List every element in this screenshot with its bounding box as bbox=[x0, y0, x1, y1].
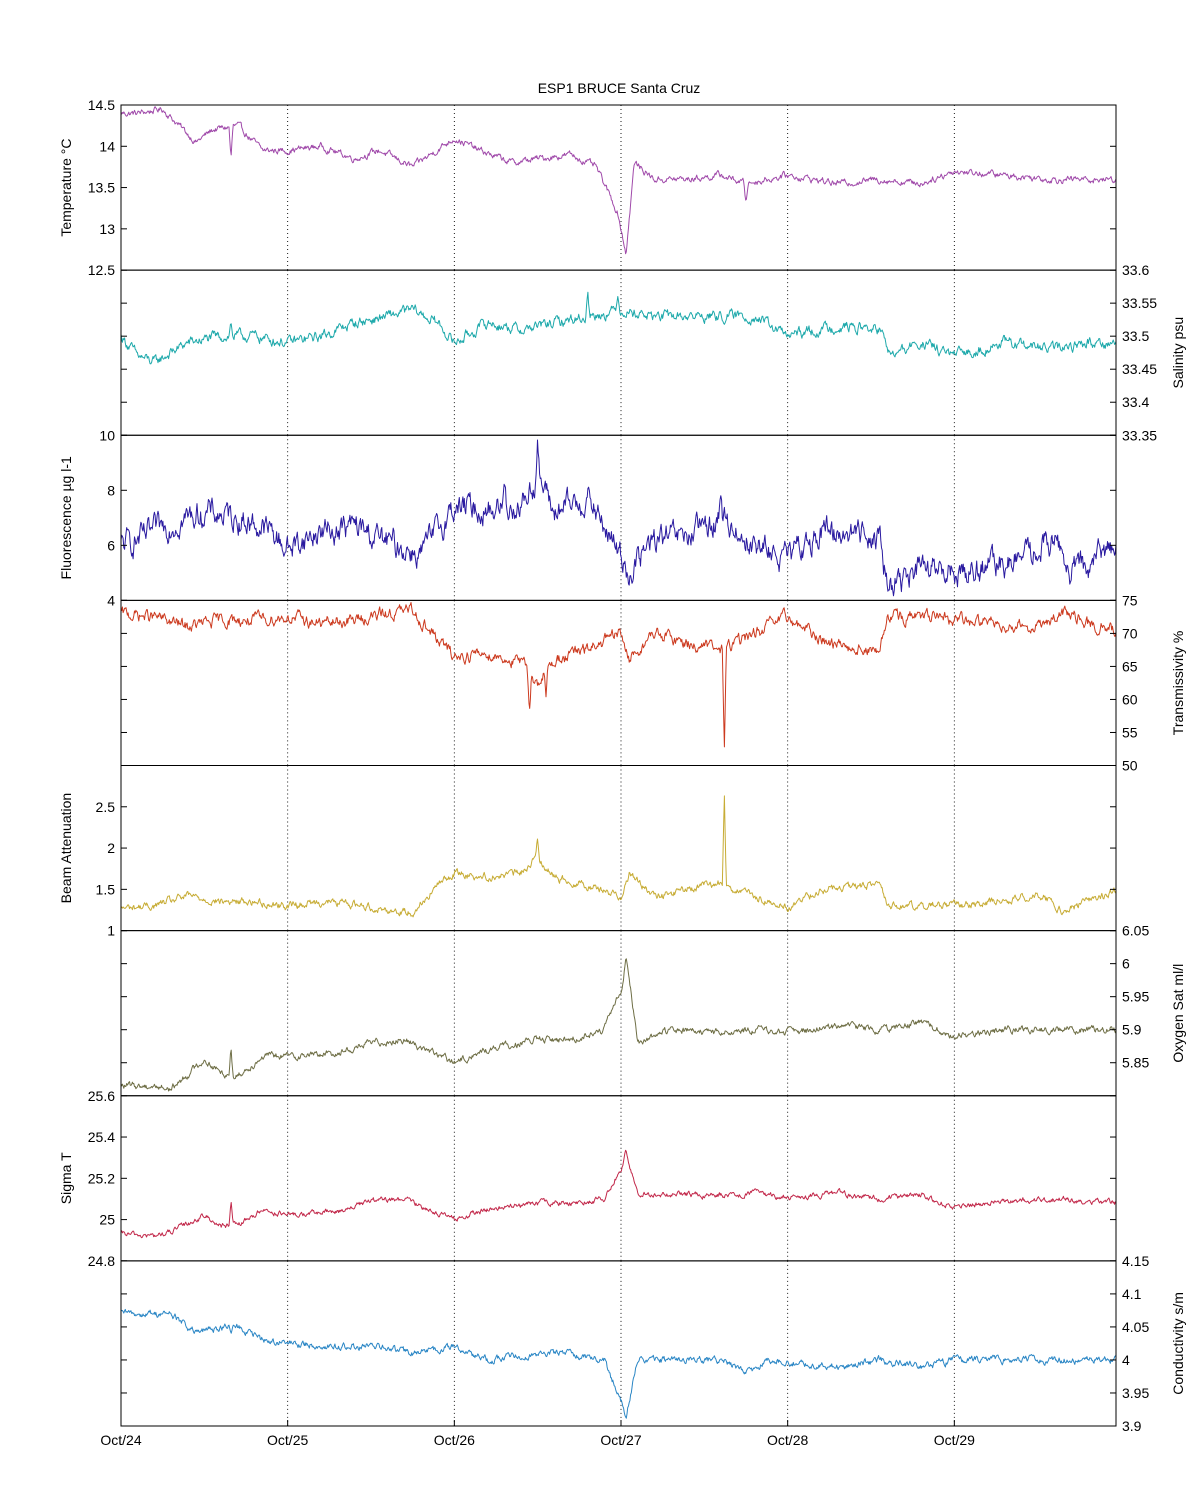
x-tick-label: Oct/29 bbox=[934, 1432, 975, 1448]
panel-fluorescence: 4 6 8 10 Fluorescence µg l-1 bbox=[58, 427, 1117, 608]
y-tick-label: 24.8 bbox=[88, 1253, 115, 1269]
x-axis: Oct/24 Oct/25 Oct/26 Oct/27 Oct/28 Oct/29 bbox=[100, 1420, 975, 1448]
y-tick-label: 33.6 bbox=[1122, 262, 1149, 278]
y-tick-label: 3.95 bbox=[1122, 1385, 1149, 1401]
y-tick-label: 4 bbox=[107, 592, 115, 608]
y-tick-label: 4.15 bbox=[1122, 1253, 1149, 1269]
x-tick-label: Oct/24 bbox=[100, 1432, 141, 1448]
y-tick-label: 4.05 bbox=[1122, 1319, 1149, 1335]
y-axis-label: Beam Attenuation bbox=[58, 793, 74, 904]
y-axis-label: Salinity psu bbox=[1170, 317, 1186, 389]
x-tick-label: Oct/25 bbox=[267, 1432, 308, 1448]
panel-frame bbox=[120, 104, 1117, 271]
y-tick-label: 25.2 bbox=[88, 1170, 115, 1186]
y-axis-label: Fluorescence µg l-1 bbox=[58, 456, 74, 579]
y-tick-label: 4.1 bbox=[1122, 1286, 1142, 1302]
panel-frame bbox=[120, 930, 1117, 1097]
y-tick-label: 5.85 bbox=[1122, 1055, 1149, 1071]
series-line-sigma_t bbox=[120, 1149, 1117, 1239]
y-tick-label: 6 bbox=[1122, 956, 1130, 972]
panel-frame bbox=[120, 599, 1117, 766]
y-tick-label: 75 bbox=[1122, 592, 1138, 608]
y-tick-label: 60 bbox=[1122, 691, 1138, 707]
series-line-salinity bbox=[120, 291, 1117, 365]
y-tick-label: 13 bbox=[99, 221, 115, 237]
y-tick-label: 50 bbox=[1122, 758, 1138, 774]
y-axis-label: Transmissivity % bbox=[1170, 631, 1186, 736]
y-tick-label: 14.5 bbox=[88, 97, 115, 113]
chart-title: ESP1 BRUCE Santa Cruz bbox=[538, 80, 701, 96]
x-tick-label: Oct/27 bbox=[600, 1432, 641, 1448]
panel-frame bbox=[120, 1095, 1117, 1262]
panel-salinity: 33.35 33.4 33.45 33.5 33.55 33.6 Salinity psu bbox=[120, 262, 1186, 443]
x-tick-label: Oct/28 bbox=[767, 1432, 808, 1448]
panel-temperature: 12.5 13 13.5 14 14.5 Temperature °C bbox=[58, 97, 1117, 278]
series-line-fluorescence bbox=[120, 439, 1117, 597]
y-tick-label: 6.05 bbox=[1122, 923, 1149, 939]
y-axis-label: Sigma T bbox=[58, 1152, 74, 1204]
x-tick-label: Oct/26 bbox=[434, 1432, 475, 1448]
y-tick-label: 25.4 bbox=[88, 1129, 115, 1145]
panel-frame bbox=[120, 434, 1117, 601]
y-tick-label: 1 bbox=[107, 923, 115, 939]
series-line-conductivity bbox=[120, 1308, 1117, 1419]
y-tick-label: 10 bbox=[99, 427, 115, 443]
y-tick-label: 25 bbox=[99, 1212, 115, 1228]
y-tick-label: 14 bbox=[99, 138, 115, 154]
y-tick-label: 3.9 bbox=[1122, 1418, 1142, 1434]
panel-frame bbox=[120, 1260, 1117, 1427]
y-axis-label: Conductivity s/m bbox=[1170, 1292, 1186, 1395]
y-tick-label: 65 bbox=[1122, 658, 1138, 674]
y-axis-label: Temperature °C bbox=[58, 138, 74, 236]
y-tick-label: 4 bbox=[1122, 1352, 1130, 1368]
series-line-temperature bbox=[120, 106, 1117, 255]
y-tick-label: 33.35 bbox=[1122, 427, 1157, 443]
series-line-oxygen_saturation bbox=[120, 958, 1117, 1092]
y-tick-label: 33.45 bbox=[1122, 361, 1157, 377]
y-tick-label: 33.55 bbox=[1122, 295, 1157, 311]
y-tick-label: 2.5 bbox=[96, 799, 116, 815]
y-tick-label: 55 bbox=[1122, 724, 1138, 740]
y-tick-label: 70 bbox=[1122, 625, 1138, 641]
series-line-beam_attenuation bbox=[120, 795, 1117, 918]
panel-conductivity: 3.9 3.95 4 4.05 4.1 4.15 Conductivity s/m bbox=[120, 1253, 1186, 1434]
y-tick-label: 6 bbox=[107, 537, 115, 553]
y-tick-label: 1.5 bbox=[96, 881, 116, 897]
y-tick-label: 12.5 bbox=[88, 262, 115, 278]
panel-beam_attenuation: 1 1.5 2 2.5 Beam Attenuation bbox=[58, 765, 1117, 939]
y-tick-label: 33.5 bbox=[1122, 328, 1149, 344]
y-tick-label: 2 bbox=[107, 840, 115, 856]
y-tick-label: 5.95 bbox=[1122, 989, 1149, 1005]
panel-transmissivity: 50 55 60 65 70 75 Transmissivity % bbox=[120, 592, 1186, 774]
y-axis-label: Oxygen Sat ml/l bbox=[1170, 964, 1186, 1063]
y-tick-label: 8 bbox=[107, 482, 115, 498]
y-tick-label: 13.5 bbox=[88, 180, 115, 196]
panel-oxygen_saturation: 5.85 5.9 5.95 6 6.05 Oxygen Sat ml/l bbox=[120, 923, 1186, 1097]
y-tick-label: 33.4 bbox=[1122, 394, 1149, 410]
y-tick-label: 5.9 bbox=[1122, 1022, 1142, 1038]
y-tick-label: 25.6 bbox=[88, 1088, 115, 1104]
panel-sigma_t: 24.8 25 25.2 25.4 25.6 Sigma T bbox=[58, 1088, 1117, 1269]
series-line-transmissivity bbox=[121, 602, 1117, 748]
